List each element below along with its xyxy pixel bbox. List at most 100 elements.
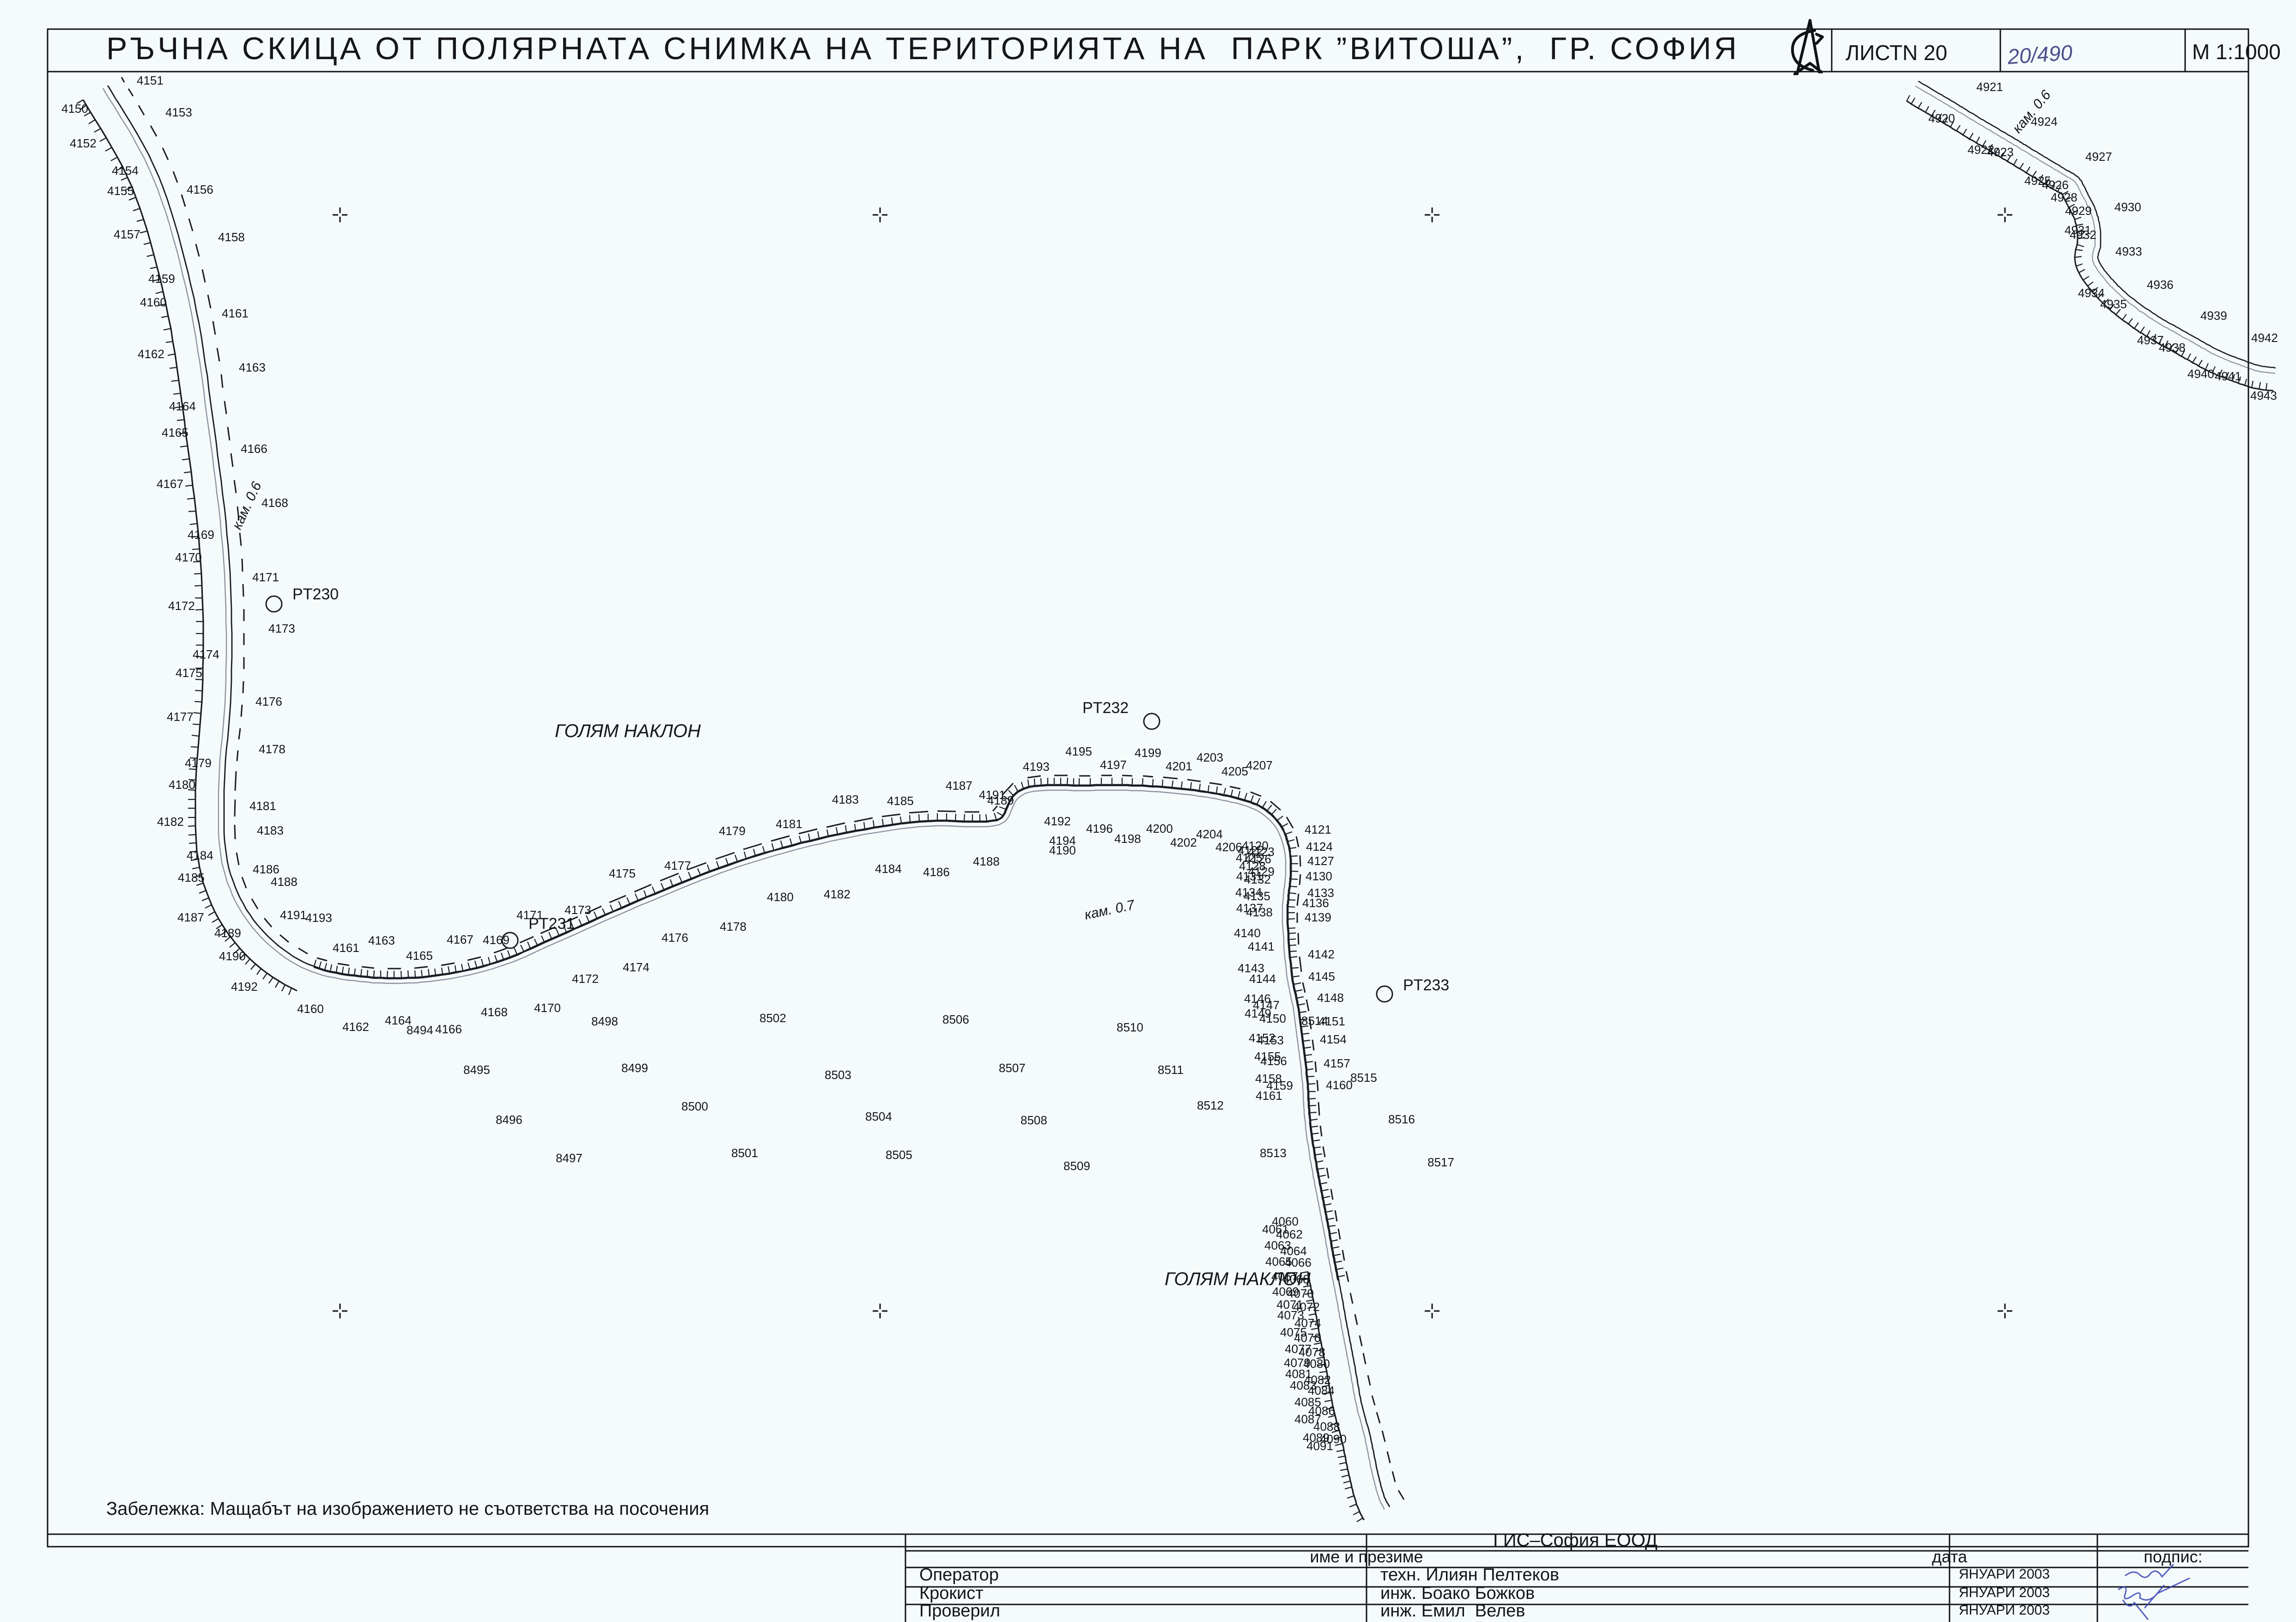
- svg-text:4178: 4178: [259, 742, 285, 756]
- svg-text:4181: 4181: [776, 817, 802, 831]
- svg-text:4148: 4148: [1317, 991, 1344, 1005]
- svg-text:4938: 4938: [2159, 341, 2186, 354]
- svg-text:4161: 4161: [222, 306, 249, 320]
- svg-text:4152: 4152: [70, 136, 97, 150]
- svg-text:4185: 4185: [887, 794, 914, 808]
- svg-text:4186: 4186: [253, 862, 279, 876]
- svg-text:4195: 4195: [1065, 744, 1092, 758]
- svg-text:4068: 4068: [1283, 1272, 1310, 1286]
- svg-text:PT230: PT230: [292, 585, 339, 603]
- svg-text:4184: 4184: [187, 848, 213, 862]
- svg-text:8508: 8508: [1020, 1113, 1047, 1127]
- svg-text:4183: 4183: [832, 793, 859, 806]
- svg-text:РЪЧНА СКИЦА ОТ ПОЛЯРНАТА СНИМК: РЪЧНА СКИЦА ОТ ПОЛЯРНАТА СНИМКА НА ТЕРИТ…: [106, 31, 1739, 66]
- svg-text:8514: 8514: [1301, 1014, 1328, 1028]
- svg-text:4140: 4140: [1234, 926, 1261, 940]
- svg-text:4130: 4130: [1306, 869, 1332, 883]
- svg-text:4154: 4154: [112, 164, 139, 177]
- svg-text:4127: 4127: [1307, 854, 1334, 868]
- svg-text:4928: 4928: [2051, 190, 2077, 204]
- svg-text:4204: 4204: [1196, 827, 1223, 841]
- svg-text:4943: 4943: [2250, 389, 2277, 402]
- svg-text:8512: 8512: [1197, 1098, 1224, 1112]
- svg-text:подпис:: подпис:: [2144, 1547, 2202, 1566]
- svg-text:Забележка: Мащабът на изображе: Забележка: Мащабът на изображението не с…: [106, 1499, 709, 1519]
- svg-text:4936: 4936: [2147, 278, 2174, 292]
- svg-text:4191: 4191: [280, 908, 307, 922]
- svg-text:4179: 4179: [185, 756, 212, 770]
- svg-text:8507: 8507: [999, 1061, 1026, 1075]
- svg-text:4141: 4141: [1248, 939, 1275, 953]
- svg-text:4921: 4921: [1976, 80, 2003, 94]
- svg-text:8504: 8504: [865, 1110, 892, 1123]
- svg-text:4124: 4124: [1306, 840, 1333, 854]
- svg-text:4162: 4162: [138, 347, 164, 361]
- svg-text:8516: 8516: [1388, 1112, 1415, 1126]
- svg-text:4157: 4157: [1324, 1056, 1350, 1070]
- svg-text:4173: 4173: [565, 903, 591, 917]
- svg-text:4205: 4205: [1221, 764, 1248, 778]
- svg-text:4170: 4170: [175, 550, 202, 564]
- svg-text:4150: 4150: [61, 102, 88, 116]
- svg-text:8509: 8509: [1063, 1159, 1090, 1173]
- svg-text:4165: 4165: [406, 949, 433, 963]
- svg-text:4182: 4182: [824, 887, 850, 901]
- svg-text:4194: 4194: [1049, 834, 1076, 848]
- svg-text:4169: 4169: [188, 528, 214, 542]
- svg-text:4185: 4185: [178, 871, 205, 884]
- svg-text:4176: 4176: [255, 695, 282, 708]
- svg-text:4171: 4171: [516, 908, 543, 922]
- svg-text:4927: 4927: [2085, 150, 2112, 164]
- svg-text:4176: 4176: [662, 931, 688, 945]
- svg-text:4154: 4154: [1320, 1032, 1347, 1046]
- svg-text:4163: 4163: [368, 933, 395, 947]
- svg-text:4942: 4942: [2251, 331, 2278, 345]
- svg-text:4170: 4170: [534, 1001, 561, 1015]
- svg-text:4181: 4181: [249, 799, 276, 813]
- svg-text:4175: 4175: [609, 866, 636, 880]
- svg-text:4196: 4196: [1086, 822, 1113, 835]
- svg-text:4172: 4172: [168, 599, 195, 613]
- svg-text:4158: 4158: [218, 230, 245, 244]
- svg-text:4175: 4175: [176, 666, 202, 680]
- svg-text:4923: 4923: [1987, 145, 2014, 159]
- svg-text:ЯНУАРИ 2003: ЯНУАРИ 2003: [1959, 1567, 2050, 1582]
- svg-text:4155: 4155: [107, 184, 134, 198]
- svg-text:4160: 4160: [297, 1002, 324, 1016]
- svg-text:4156: 4156: [1260, 1054, 1287, 1068]
- svg-text:8511: 8511: [1158, 1063, 1184, 1077]
- svg-text:4920: 4920: [1928, 111, 1955, 125]
- svg-text:8503: 8503: [825, 1068, 851, 1082]
- svg-text:20/490: 20/490: [2006, 40, 2073, 69]
- svg-text:4939: 4939: [2200, 309, 2227, 323]
- svg-text:4177: 4177: [167, 710, 194, 724]
- svg-text:4180: 4180: [169, 778, 195, 792]
- svg-text:4091: 4091: [1306, 1439, 1333, 1453]
- svg-text:4178: 4178: [720, 920, 747, 933]
- svg-text:8502: 8502: [759, 1011, 786, 1025]
- svg-text:4173: 4173: [268, 622, 295, 635]
- svg-text:4926: 4926: [2042, 178, 2069, 192]
- svg-text:8495: 8495: [463, 1063, 490, 1077]
- svg-text:4163: 4163: [239, 360, 266, 374]
- svg-text:ЛИСТN 20: ЛИСТN 20: [1846, 41, 1947, 65]
- svg-text:4066: 4066: [1285, 1256, 1312, 1269]
- svg-text:4161: 4161: [1256, 1089, 1282, 1103]
- svg-text:4159: 4159: [148, 272, 175, 286]
- svg-text:4190: 4190: [219, 949, 246, 963]
- svg-text:8496: 8496: [496, 1113, 522, 1127]
- svg-text:4187: 4187: [946, 779, 972, 793]
- svg-text:4198: 4198: [1114, 832, 1141, 846]
- svg-text:4197: 4197: [1100, 758, 1127, 772]
- svg-text:4933: 4933: [2115, 244, 2142, 258]
- svg-text:4201: 4201: [1166, 759, 1192, 773]
- svg-text:4202: 4202: [1170, 835, 1197, 849]
- svg-text:4193: 4193: [305, 911, 332, 925]
- svg-text:име и презиме: име и презиме: [1310, 1547, 1423, 1566]
- svg-text:8498: 8498: [591, 1014, 618, 1028]
- svg-text:8515: 8515: [1350, 1071, 1377, 1085]
- svg-text:4139: 4139: [1305, 910, 1331, 924]
- svg-text:8497: 8497: [556, 1151, 583, 1165]
- svg-text:4121: 4121: [1305, 823, 1331, 836]
- svg-text:4174: 4174: [193, 647, 219, 661]
